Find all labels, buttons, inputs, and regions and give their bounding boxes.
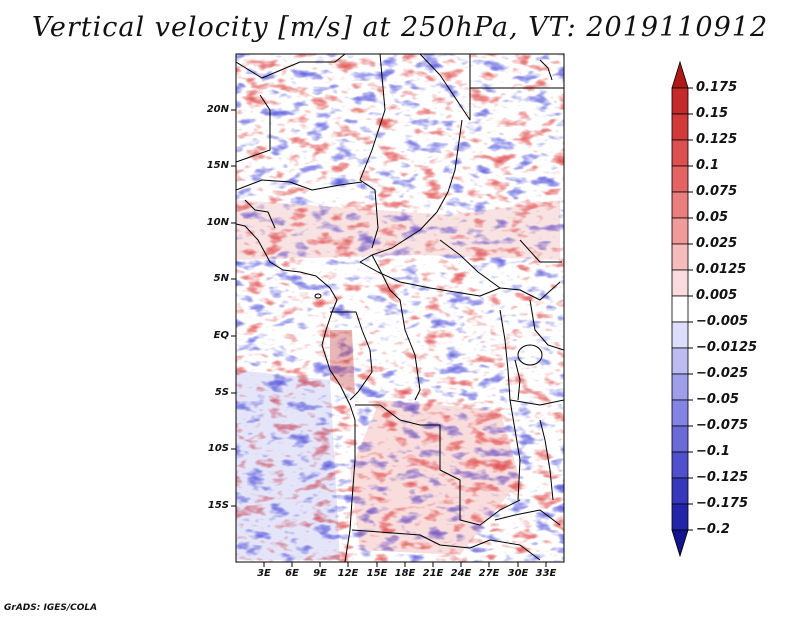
colorbar-swatch <box>671 373 689 401</box>
lon-label-33e: 33E <box>535 568 557 579</box>
lat-label-15s: 15S <box>207 500 229 511</box>
lon-label-21e: 21E <box>422 568 444 579</box>
colorbar-swatch <box>671 217 689 245</box>
colorbar-bottom-triangle <box>671 529 689 558</box>
colorbar-swatch <box>671 243 689 271</box>
colorbar-swatch <box>671 165 689 193</box>
colorbar-level-label: −0.2 <box>696 522 730 537</box>
colorbar-level-label: −0.1 <box>696 444 730 459</box>
colorbar-level-label: −0.05 <box>696 392 739 407</box>
colorbar-swatch <box>671 399 689 427</box>
lon-label-27e: 27E <box>478 568 500 579</box>
west-coastline <box>236 223 356 562</box>
colorbar-swatch <box>671 269 689 297</box>
lake-tanganyika <box>514 359 521 401</box>
colorbar-level-label: −0.005 <box>696 314 749 329</box>
colorbar-level-label: −0.075 <box>696 418 749 433</box>
border-uganda-kenya <box>529 299 564 351</box>
lat-label-15n: 15N <box>206 160 229 171</box>
lat-label-5s: 5S <box>214 387 229 398</box>
colorbar-level-label: 0.1 <box>696 158 720 173</box>
blue-west-region <box>236 370 340 560</box>
border-sudan-car <box>439 239 501 289</box>
colorbar-top-triangle <box>671 60 689 89</box>
border-congo-drc <box>371 254 421 401</box>
colorbar-level-label: −0.025 <box>696 366 749 381</box>
colorbar-swatch <box>671 87 689 115</box>
lat-label-5n: 5N <box>213 273 229 284</box>
island-bioko <box>314 293 322 299</box>
border-angola-drc <box>355 404 521 526</box>
lat-label-10s: 10S <box>207 443 229 454</box>
colorbar-swatch <box>671 425 689 453</box>
colorbar-level-label: −0.125 <box>696 470 749 485</box>
lon-label-18e: 18E <box>394 568 416 579</box>
colorbar-swatch <box>671 451 689 479</box>
border-ethiopia <box>519 239 562 263</box>
colorbar-swatch <box>671 477 689 505</box>
lon-label-6e: 6E <box>285 568 299 579</box>
vertical-velocity-field <box>236 54 564 562</box>
colorbar-swatch <box>671 191 689 219</box>
lat-label-10n: 10N <box>206 217 229 228</box>
lon-label-24e: 24E <box>450 568 472 579</box>
axis-ticks <box>231 109 547 567</box>
lake-malawi <box>539 419 554 501</box>
colorbar-level-label: 0.005 <box>696 288 738 303</box>
lon-label-12e: 12E <box>337 568 359 579</box>
lon-label-3e: 3E <box>257 568 271 579</box>
border-mali <box>236 94 271 163</box>
colorbar-level-label: 0.075 <box>696 184 738 199</box>
border-west-1 <box>244 199 276 229</box>
colorbar-level-label: 0.0125 <box>696 262 747 277</box>
lake-victoria <box>517 344 543 366</box>
colorbar-level-label: 0.025 <box>696 236 738 251</box>
page-title: Vertical velocity [m/s] at 250hPa, VT: 2… <box>31 12 769 43</box>
colorbar-swatch <box>671 503 689 531</box>
colorbar-level-label: −0.175 <box>696 496 749 511</box>
border-libya-egypt <box>419 54 471 121</box>
credit-label: GrADS: IGES/COLA <box>4 603 98 613</box>
lat-label-eq: EQ <box>213 330 229 341</box>
colorbar-level-label: 0.15 <box>696 106 729 121</box>
lon-label-30e: 30E <box>507 568 529 579</box>
border-tanzania <box>509 399 564 406</box>
border-sahel-1 <box>236 179 363 191</box>
colorbar-level-label: 0.175 <box>696 80 738 95</box>
border-chad-east <box>359 119 463 263</box>
red-band-region <box>236 200 560 260</box>
coast-red-sea <box>539 59 553 81</box>
border-car-south <box>359 261 561 301</box>
colorbar-swatch <box>671 139 689 167</box>
colorbar-level-label: −0.0125 <box>696 340 758 355</box>
colorbar-level-label: 0.125 <box>696 132 738 147</box>
colorbar-swatch <box>671 295 689 323</box>
map-frame <box>235 53 565 563</box>
colorbar-level-label: 0.05 <box>696 210 729 225</box>
lon-label-15e: 15E <box>366 568 388 579</box>
border-zambia-zimbabwe <box>494 509 561 526</box>
colorbar-swatch <box>671 113 689 141</box>
colorbar-swatch <box>671 321 689 349</box>
border-north-1 <box>236 54 346 79</box>
colorbar-swatch <box>671 347 689 375</box>
border-niger-libya <box>359 54 386 249</box>
border-gabon-congo <box>330 311 373 401</box>
red-south-region <box>350 400 520 555</box>
lon-label-9e: 9E <box>313 568 327 579</box>
border-angola-south <box>351 529 541 561</box>
lat-label-20n: 20N <box>206 104 229 115</box>
